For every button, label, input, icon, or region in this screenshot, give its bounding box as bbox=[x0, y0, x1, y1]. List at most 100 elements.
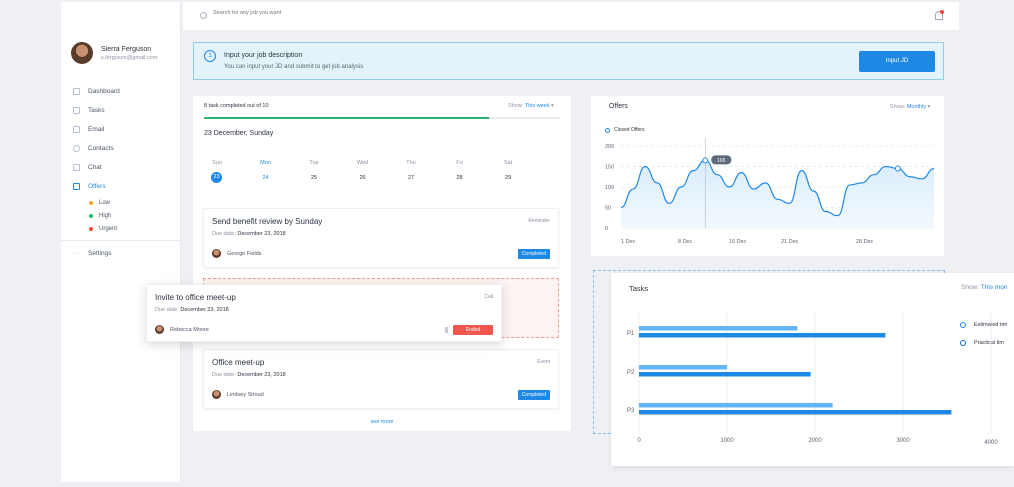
weekday-label: Mon bbox=[260, 160, 271, 166]
sidebar-item-label: Contacts bbox=[88, 145, 114, 152]
search-icon bbox=[200, 12, 207, 19]
sidebar-item-contacts[interactable]: Contacts bbox=[73, 139, 178, 158]
task-assignee: Lindsey Stroud bbox=[212, 390, 264, 399]
date-cell[interactable]: 25 bbox=[310, 175, 318, 181]
task-card[interactable]: Office meet-up Event Due date: December … bbox=[203, 349, 559, 409]
task-assignee: Rebecca Moore bbox=[155, 325, 209, 334]
y-tick-label: 50 bbox=[605, 206, 611, 212]
task-title: Send benefit review by Sunday bbox=[212, 217, 323, 226]
bar bbox=[639, 333, 886, 338]
sidebar-item-settings[interactable]: ··· Settings bbox=[73, 250, 112, 257]
due-date: December 23, 2018 bbox=[180, 307, 229, 313]
step-number-icon: 1 bbox=[204, 50, 216, 62]
weekday-label: Thu bbox=[406, 160, 416, 166]
task-tag: Call bbox=[484, 294, 493, 300]
sidebar-item-offers[interactable]: Offers bbox=[73, 177, 178, 196]
see-more-link[interactable]: see more bbox=[370, 419, 394, 425]
due-date: December 23, 2018 bbox=[237, 231, 286, 237]
more-dots-icon: ··· bbox=[73, 250, 80, 257]
trash-icon[interactable] bbox=[445, 327, 448, 333]
sidebar-item-label: Dashboard bbox=[88, 88, 120, 95]
task-tag: Reminder bbox=[528, 218, 550, 224]
weekday-label: Sat bbox=[503, 160, 513, 166]
legend-practical: Practical tim bbox=[960, 340, 1004, 346]
legend-label: Closed Offers bbox=[614, 127, 645, 133]
search-input[interactable] bbox=[213, 10, 513, 16]
due-label: Due date: bbox=[212, 372, 236, 378]
sidebar-subitem-high[interactable]: High bbox=[73, 209, 178, 222]
period-select[interactable]: Show: This week ▾ bbox=[508, 103, 554, 109]
progress-fill bbox=[204, 117, 489, 119]
show-value: This mon bbox=[980, 284, 1008, 291]
task-assignee: George Fields bbox=[212, 249, 262, 258]
sidebar: Sierra Ferguson s.ferguson@gmail.com Das… bbox=[61, 2, 181, 482]
bar bbox=[639, 410, 952, 415]
offers-panel: Offers Show: Monthly ▾ Closed Offers 0 50… bbox=[591, 96, 944, 256]
tasks-chart-panel: Tasks Show: This mon Estimated tim Pract… bbox=[611, 273, 1014, 466]
date-cell[interactable]: 26 bbox=[359, 175, 366, 181]
avatar bbox=[212, 390, 221, 399]
offers-legend: Closed Offers bbox=[605, 127, 644, 133]
tooltip-text: 165 bbox=[717, 158, 726, 164]
sidebar-subitem-low[interactable]: Low bbox=[73, 196, 178, 209]
subitem-label: High bbox=[99, 212, 112, 219]
sidebar-item-label: Tasks bbox=[88, 107, 105, 114]
y-tick-label: P3 bbox=[627, 408, 635, 414]
user-profile[interactable]: Sierra Ferguson s.ferguson@gmail.com bbox=[71, 42, 157, 64]
show-value: This week bbox=[524, 103, 550, 109]
task-title: Office meet-up bbox=[212, 358, 265, 367]
task-due: Due date: December 23, 2018 bbox=[212, 231, 286, 237]
series-area bbox=[621, 160, 934, 228]
y-tick-label: 0 bbox=[605, 226, 608, 232]
sidebar-item-dashboard[interactable]: Dashboard bbox=[73, 82, 178, 101]
chevron-down-icon: ▾ bbox=[927, 104, 931, 110]
notification-dot bbox=[940, 10, 944, 14]
legend-marker-icon bbox=[960, 340, 966, 346]
sidebar-item-chat[interactable]: Chat bbox=[73, 158, 178, 177]
weekday-label: Wed bbox=[356, 160, 369, 166]
banner-title: Input your job description bbox=[224, 52, 303, 59]
period-select[interactable]: Show: Monthly ▾ bbox=[890, 104, 930, 110]
x-tick-label: 3000 bbox=[896, 438, 910, 444]
bell-icon[interactable] bbox=[935, 11, 943, 20]
due-label: Due date: bbox=[155, 307, 179, 313]
grid-icon bbox=[73, 88, 80, 95]
urgent-dot-icon bbox=[89, 226, 93, 231]
date-cell[interactable]: 28 bbox=[456, 175, 463, 181]
tasks-chart: 0 1000 2000 3000 4000 P1 P2 P3 bbox=[627, 313, 998, 446]
sidebar-item-email[interactable]: Email bbox=[73, 120, 178, 139]
x-tick-label: 16 Dec bbox=[729, 239, 747, 245]
show-label: Show: bbox=[961, 284, 980, 291]
banner-subtitle: You can input your JD and submit to get … bbox=[224, 64, 364, 70]
progress-bar bbox=[204, 117, 560, 119]
tasks-icon bbox=[73, 107, 80, 114]
x-tick-label: 4000 bbox=[984, 440, 998, 446]
status-badge: Completed bbox=[517, 390, 550, 400]
data-point bbox=[894, 165, 901, 172]
sidebar-item-tasks[interactable]: Tasks bbox=[73, 101, 178, 120]
date-cell[interactable]: 23 bbox=[211, 172, 222, 183]
date-cell[interactable]: 29 bbox=[504, 175, 512, 181]
task-title: Invite to office meet-up bbox=[155, 293, 236, 302]
sidebar-subitem-urgent[interactable]: Urgent bbox=[73, 222, 178, 235]
top-bar bbox=[183, 2, 959, 30]
date-cell[interactable]: 27 bbox=[407, 175, 415, 181]
x-tick-label: 8 Dec bbox=[678, 239, 693, 245]
task-due: Due date: December 23, 2018 bbox=[212, 372, 286, 378]
input-jd-button[interactable]: Input JD bbox=[859, 51, 935, 72]
date-cell[interactable]: 24 bbox=[262, 175, 269, 181]
period-select[interactable]: Show: This mon bbox=[961, 284, 1008, 291]
x-tick-label: 0 bbox=[637, 438, 641, 444]
dragged-task-card[interactable]: Invite to office meet-up Call Due date: … bbox=[146, 284, 502, 342]
y-tick-label: P1 bbox=[627, 331, 635, 337]
avatar bbox=[71, 42, 93, 64]
y-tick-label: 150 bbox=[605, 165, 614, 171]
task-card[interactable]: Send benefit review by Sunday Reminder D… bbox=[203, 208, 559, 268]
legend-marker-icon bbox=[960, 322, 966, 328]
assignee-name: Rebecca Moore bbox=[170, 326, 209, 333]
profile-name: Sierra Ferguson bbox=[101, 45, 152, 53]
profile-email: s.ferguson@gmail.com bbox=[101, 54, 158, 61]
sidebar-item-label: Chat bbox=[88, 164, 102, 171]
low-dot-icon bbox=[89, 200, 93, 205]
offers-icon bbox=[73, 183, 80, 190]
